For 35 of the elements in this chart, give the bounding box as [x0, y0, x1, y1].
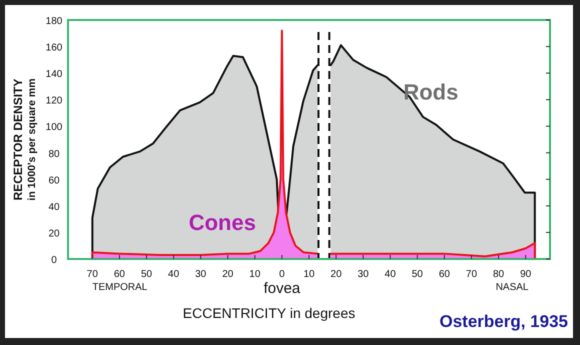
y-tick-label: 120 — [46, 96, 63, 107]
x-tick-label: 60 — [438, 269, 450, 280]
y-tick-label: 100 — [46, 122, 63, 134]
x-tick-label: 70 — [466, 269, 478, 280]
x-tick-label: 40 — [384, 269, 396, 280]
x-tick-label: 50 — [140, 269, 153, 280]
x-tick-label: 30 — [195, 269, 207, 280]
x-tick-label: 10 — [249, 269, 261, 280]
text: NASAL — [496, 282, 529, 293]
series-label: Rods — [403, 80, 458, 105]
x-tick-label: 90 — [520, 269, 532, 280]
y-tick-label: 60 — [48, 175, 60, 186]
x-tick-label: 40 — [168, 269, 180, 280]
y-tick-label: 0 — [51, 255, 58, 266]
text: fovea — [264, 280, 301, 297]
x-tick-label: 0 — [279, 269, 286, 280]
y-tick-label: 40 — [48, 202, 60, 213]
x-tick-label: 30 — [358, 269, 370, 280]
x-tick-label: 60 — [114, 269, 126, 280]
y-tick-label: 80 — [48, 148, 60, 160]
y-tick-label: 20 — [48, 228, 60, 240]
x-tick-label: 70 — [86, 269, 98, 280]
y-tick-label: 160 — [46, 42, 63, 54]
x-tick-label: 80 — [492, 269, 505, 280]
text: Osterberg, 1935 — [439, 312, 568, 331]
y-tick-label: 180 — [46, 16, 63, 27]
x-tick-label: 20 — [222, 269, 234, 280]
x-axis-title: ECCENTRICITY in degrees — [182, 305, 356, 321]
y-tick-label: 140 — [46, 69, 63, 80]
text: TEMPORAL — [92, 282, 148, 293]
x-tick-label: 50 — [412, 269, 424, 280]
series-label: Cones — [188, 210, 256, 235]
y-axis-title: RECEPTOR DENSITY in 1000's per square mm — [11, 78, 38, 201]
x-tick-label: 10 — [303, 269, 315, 280]
x-tick-label: 20 — [330, 269, 342, 280]
